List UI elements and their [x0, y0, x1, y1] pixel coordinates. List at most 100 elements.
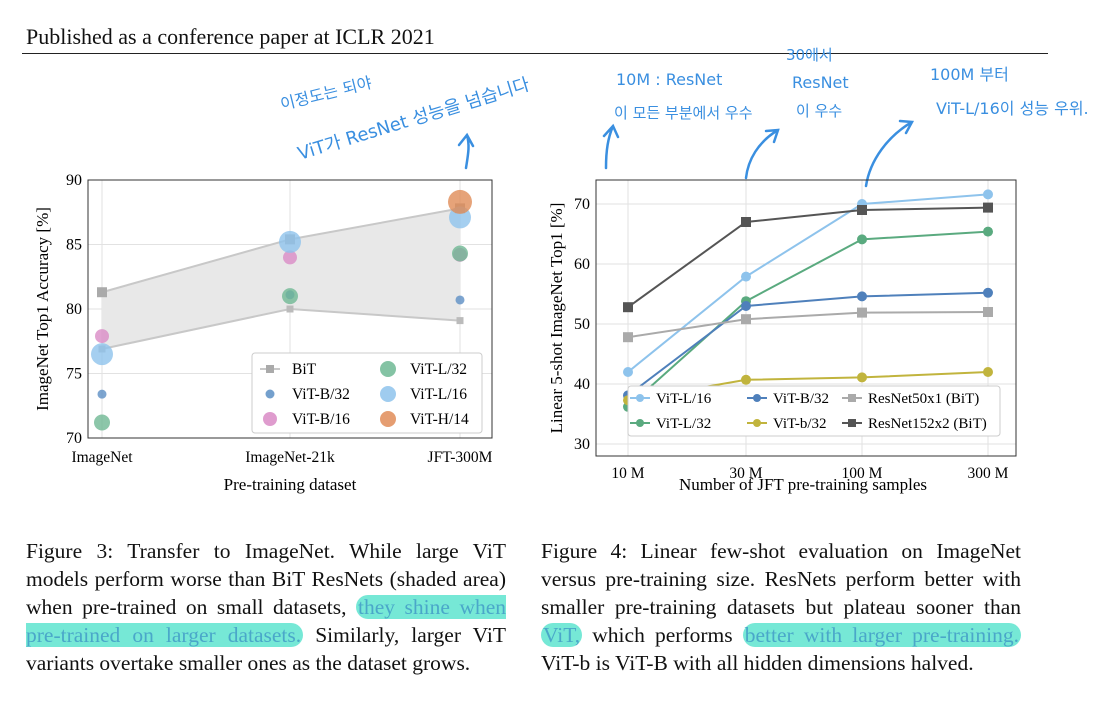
figure4-caption: Figure 4: Linear few-shot evaluation on …	[541, 537, 1022, 677]
series-line	[627, 311, 989, 339]
x-tick-label: 30 M	[729, 465, 762, 482]
legend-marker	[266, 365, 274, 373]
y-tick-label: 60	[574, 256, 590, 273]
data-point	[857, 307, 867, 318]
annotation-mid2-line1: 30에서	[786, 46, 833, 64]
legend-marker	[753, 419, 761, 427]
x-axis-label: Pre-training dataset	[224, 475, 357, 494]
data-point	[623, 302, 633, 313]
y-tick-label: 75	[66, 366, 82, 383]
data-point	[983, 202, 993, 213]
y-axis-label: Linear 5-shot ImageNet Top1 [%]	[547, 203, 566, 434]
plot-frame	[595, 179, 1017, 457]
data-point	[452, 245, 468, 262]
bit-point	[456, 317, 464, 325]
data-point	[455, 295, 465, 305]
legend-label: ViT-L/16	[656, 391, 712, 407]
data-point	[623, 332, 633, 343]
x-tick-label: 300 M	[968, 465, 1009, 482]
data-point	[279, 230, 301, 253]
data-point	[857, 372, 867, 383]
annotation-mid2-line2: ResNet	[792, 73, 849, 92]
x-axis-label: Number of JFT pre-training samples	[679, 475, 927, 494]
legend-label: ResNet152x2 (BiT)	[868, 416, 987, 432]
legend-marker	[380, 411, 396, 427]
legend-label: ViT-L/16	[410, 386, 467, 403]
legend-marker	[636, 419, 644, 427]
legend-marker	[263, 412, 277, 426]
data-point	[983, 189, 993, 200]
data-point	[741, 374, 751, 385]
legend-label: ResNet50x1 (BiT)	[868, 391, 979, 407]
annotation-right-line1: 100M 부터	[930, 65, 1009, 84]
plot-frame	[87, 179, 493, 439]
x-tick-label: 10 M	[611, 465, 644, 482]
annotation-left-arrow	[457, 132, 475, 170]
legend-marker	[636, 394, 644, 402]
y-tick-label: 70	[66, 430, 82, 447]
caption-text: ViT-b is ViT-B with all hidden dimension…	[541, 651, 974, 675]
caption-text: Similarly, larger ViT variants overtake …	[26, 623, 506, 675]
y-tick-label: 30	[574, 436, 590, 453]
legend: ViT-L/16 ViT-B/32 ResNet50x1 (BiT) ViT-L/32…	[627, 385, 1001, 437]
legend-label: ViT-B/16	[292, 411, 350, 428]
caption-highlight: ViT,	[541, 623, 583, 647]
y-tick-label: 50	[574, 316, 590, 333]
x-tick-label: ImageNet-21k	[245, 449, 335, 466]
annotation-mid2-arrow	[744, 128, 780, 180]
data-point	[95, 329, 109, 344]
series-line	[627, 291, 989, 397]
x-tick-label: JFT-300M	[428, 449, 493, 466]
legend-label: ViT-B/32	[292, 386, 350, 403]
y-tick-label: 80	[66, 301, 82, 318]
data-point	[857, 205, 867, 215]
annotation-right-line2: ViT-L/16이 성능 우위.	[936, 99, 1089, 118]
data-point	[94, 414, 110, 431]
data-point	[282, 288, 298, 305]
legend-marker	[848, 394, 856, 402]
data-point	[983, 226, 993, 237]
data-point	[741, 217, 751, 227]
header-rule	[22, 53, 1048, 54]
y-axis-label: ImageNet Top1 Accuracy [%]	[33, 207, 52, 411]
caption-text: which performs	[582, 623, 743, 647]
legend-label: BiT	[292, 361, 317, 378]
caption-text: Figure 3: Transfer to ImageNet. While la…	[26, 539, 506, 619]
caption-text: Figure 4: Linear few-shot evaluation on …	[541, 539, 1021, 619]
data-point	[741, 271, 751, 282]
legend-label: ViT-L/32	[656, 416, 711, 432]
y-tick-label: 40	[574, 376, 590, 393]
legend-label: ViT-b/32	[773, 416, 827, 432]
data-point	[448, 189, 472, 214]
annotation-mid1-arrow	[602, 123, 620, 170]
page-header: Published as a conference paper at ICLR …	[26, 24, 435, 49]
y-tick-label: 70	[574, 196, 590, 213]
figure3-caption: Figure 3: Transfer to ImageNet. While la…	[26, 537, 507, 677]
data-point	[97, 389, 107, 399]
data-point	[283, 250, 297, 265]
annotation-mid2-line3: 이 우수	[796, 102, 842, 120]
y-tick-label: 90	[66, 172, 82, 189]
annotation-mid1-line2: 이 모든 부분에서 우수	[614, 104, 753, 122]
y-tick-label: 85	[66, 237, 82, 254]
legend-marker	[848, 419, 856, 427]
legend-label: ViT-L/32	[410, 361, 467, 378]
data-point	[741, 301, 751, 311]
series-line	[627, 206, 989, 309]
data-point	[983, 307, 993, 317]
legend-marker	[380, 361, 396, 377]
legend-marker	[265, 389, 275, 399]
data-point	[857, 234, 867, 245]
x-tick-label: 100 M	[842, 465, 883, 482]
series-line	[627, 193, 989, 373]
legend-marker	[380, 386, 396, 402]
bit-shaded-area	[102, 208, 460, 349]
data-point	[741, 314, 751, 325]
bit-point	[286, 305, 294, 313]
data-point	[623, 367, 633, 377]
bit-point	[97, 287, 107, 298]
data-point	[857, 291, 867, 302]
legend-label: ViT-H/14	[410, 411, 469, 428]
